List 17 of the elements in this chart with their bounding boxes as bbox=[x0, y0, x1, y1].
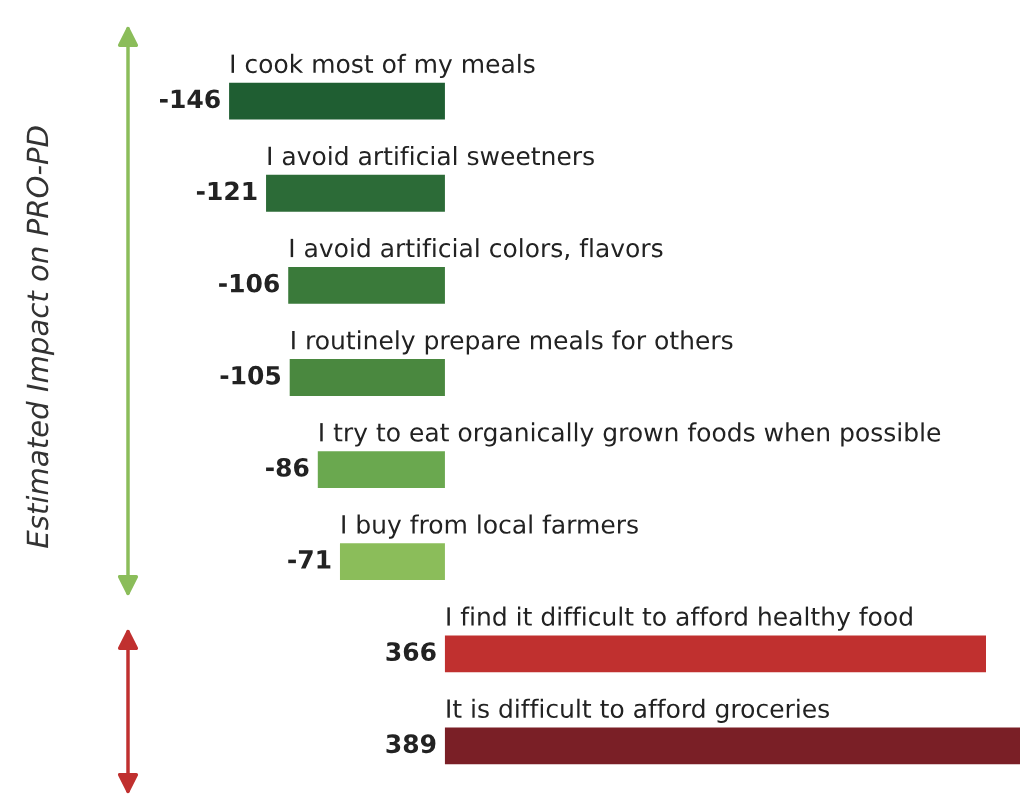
data-label: -86 bbox=[266, 457, 309, 477]
data-label: 389 bbox=[386, 734, 436, 754]
y-tick-label: I avoid artificial colors, flavors bbox=[290, 238, 663, 261]
data-label: -146 bbox=[159, 89, 220, 109]
text: Estimated Impact on PRO-PD bbox=[25, 126, 55, 548]
y-tick-label: I buy from local farmers bbox=[342, 514, 638, 539]
y-tick-label: I avoid artificial sweetners bbox=[268, 145, 594, 166]
data-label: -105 bbox=[220, 365, 281, 385]
y-tick-label: I try to eat organically grown foods when possible bbox=[320, 422, 941, 447]
data-label: -106 bbox=[219, 273, 279, 293]
data-label: -121 bbox=[196, 181, 257, 201]
data-label: 366 bbox=[386, 642, 436, 662]
y-tick-label: I cook most of my meals bbox=[231, 53, 535, 79]
y-tick-label: I find it difficult to afford healthy food bbox=[447, 606, 912, 631]
y-tick-label: It is difficult to afford groceries bbox=[447, 698, 829, 723]
y-tick-label: I routinely prepare meals for others bbox=[292, 330, 733, 355]
data-label: -71 bbox=[288, 550, 331, 569]
